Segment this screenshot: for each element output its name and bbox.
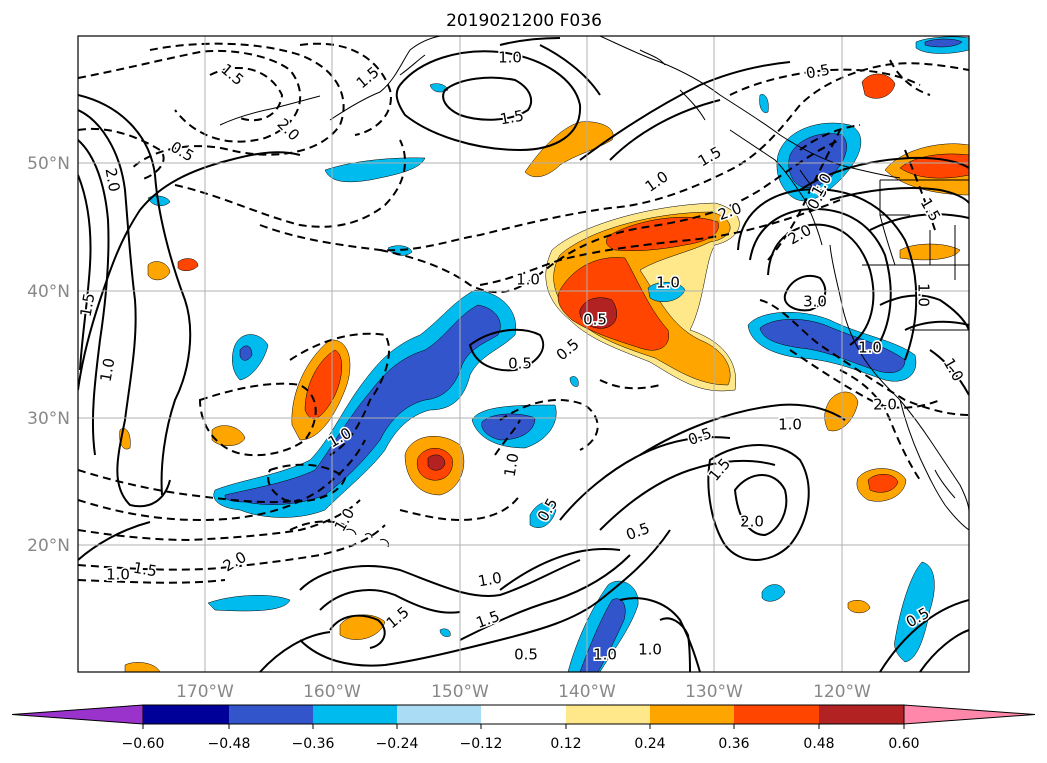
red-band-north — [606, 216, 719, 252]
darkred-hawaii-north — [427, 454, 446, 471]
latitude-labels: 50°N 40°N 30°N 20°N — [27, 154, 70, 556]
colorbar-tick-label: 0.36 — [718, 736, 749, 752]
coastline-baja — [899, 399, 969, 531]
contour-label: 1.0 — [498, 49, 522, 67]
contour-label: 1.0 — [638, 641, 662, 659]
warm-spot-baja-red — [867, 474, 899, 493]
map-title: 2019021200 F036 — [446, 11, 602, 31]
contour-label: 1.0 — [915, 283, 933, 307]
cool-spot-alaska-n-blue — [924, 38, 963, 48]
colorbar-segment — [481, 705, 566, 724]
colorbar-extend-left — [11, 704, 144, 725]
lat-label-50n: 50°N — [27, 154, 70, 174]
cool-region-south-3 — [894, 561, 935, 663]
map-frame — [77, 35, 970, 673]
colorbar-segment — [229, 705, 313, 724]
contour-label: 0.5 — [583, 311, 607, 329]
longitude-labels: 170°W 160°W 150°W 140°W 130°W 120°W — [176, 682, 871, 702]
contour-label: 0.5 — [514, 646, 538, 664]
lat-label-40n: 40°N — [27, 282, 70, 302]
lon-label-140w: 140°W — [558, 682, 616, 702]
contour-label: 1.0 — [858, 339, 882, 357]
colorbar-tick-label: −0.12 — [460, 736, 503, 752]
lat-label-20n: 20°N — [27, 536, 70, 556]
colorbar-segment — [734, 705, 819, 724]
colorbar-extend-right — [903, 704, 1036, 725]
colorbar-tick-label: −0.36 — [292, 736, 335, 752]
cool-spot-tiny-1 — [569, 376, 579, 387]
blue-band-central — [224, 304, 501, 505]
cool-spot-tiny-2 — [439, 628, 451, 637]
colorbar-segment — [819, 705, 904, 724]
cool-spot-south-5 — [529, 502, 557, 528]
lon-label-120w: 120°W — [813, 682, 871, 702]
warm-spot-west-2 — [147, 261, 171, 281]
lat-label-30n: 30°N — [27, 409, 70, 429]
colorbar-ticks — [142, 724, 905, 729]
contour-label: 2.0 — [873, 396, 897, 414]
warm-spot-west-1 — [211, 425, 246, 446]
colorbar-segment — [313, 705, 397, 724]
cool-spot-tiny-3 — [429, 83, 449, 93]
contour-label: 1.0 — [106, 566, 130, 584]
contour-label: 1.0 — [656, 274, 680, 292]
lon-label-150w: 150°W — [431, 682, 489, 702]
colorbar-tick-label: −0.60 — [122, 736, 165, 752]
contour-label: 1.0 — [593, 646, 617, 664]
colorbar-tick-label: −0.24 — [376, 736, 419, 752]
dashed-contours — [78, 42, 969, 584]
colorbar-tick-label: 0.24 — [634, 736, 665, 752]
colorbar-tick-labels: −0.60 −0.48 −0.36 −0.24 −0.12 0.12 0.24 … — [122, 736, 920, 752]
filled-anomalies — [119, 36, 969, 672]
colorbar-tick-label: 0.12 — [550, 736, 581, 752]
coastline-bc — [729, 129, 823, 246]
blue-region-west — [239, 345, 253, 361]
cool-band-north — [324, 157, 426, 183]
colorbar-outline — [142, 704, 905, 725]
warm-spot-south-2 — [824, 391, 859, 432]
warm-spot-sw — [124, 662, 161, 672]
contour-label: 3.0 — [803, 293, 827, 311]
contour-label: 1.5 — [77, 292, 99, 319]
contour-label: 2.0 — [740, 513, 764, 531]
solid-contours — [78, 37, 969, 672]
border-states — [879, 214, 969, 331]
colorbar-segment — [143, 705, 229, 724]
contour-label: 1.0 — [778, 416, 802, 434]
coastline-alaska — [219, 36, 901, 179]
lon-label-170w: 170°W — [176, 682, 234, 702]
gridlines — [78, 36, 969, 672]
colorbar-segment — [397, 705, 481, 724]
cool-region-south-4 — [761, 584, 786, 602]
coastlines — [219, 36, 969, 548]
contour-label: 0.5 — [508, 355, 532, 373]
lon-label-130w: 130°W — [685, 682, 743, 702]
colorbar: −0.60 −0.48 −0.36 −0.24 −0.12 0.12 0.24 … — [11, 704, 1036, 752]
colorbar-segment — [650, 705, 734, 724]
warm-region-alaska-north — [861, 73, 896, 99]
contour-label: 1.0 — [516, 271, 540, 289]
warm-spot-west-3 — [177, 258, 199, 271]
contour-label: 1.5 — [132, 559, 159, 581]
blue-region-mid — [481, 413, 536, 441]
contour-label: 1.5 — [499, 107, 526, 129]
blue-region-pnw — [759, 319, 906, 373]
colorbar-tick-label: 0.60 — [888, 736, 919, 752]
cool-spot-east-1 — [647, 282, 686, 302]
blue-region-south-1 — [579, 598, 626, 672]
cool-spot-gulf — [759, 94, 769, 113]
lon-label-160w: 160°W — [303, 682, 361, 702]
colorbar-tick-label: −0.48 — [208, 736, 251, 752]
colorbar-segment — [566, 705, 650, 724]
cool-region-south-2 — [207, 595, 291, 612]
hawaii-islands — [344, 528, 389, 548]
warm-spot-se — [847, 600, 871, 614]
colorbar-tick-label: 0.48 — [803, 736, 834, 752]
